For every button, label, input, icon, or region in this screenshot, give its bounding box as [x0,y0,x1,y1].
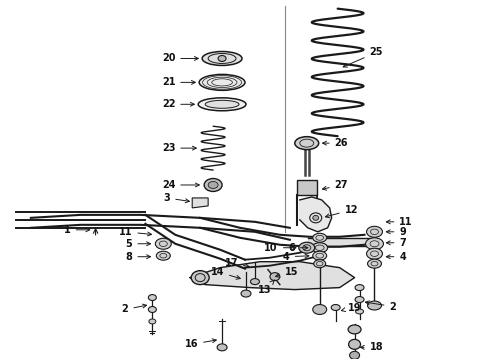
Text: 14: 14 [211,267,240,279]
Text: 7: 7 [386,238,406,248]
Ellipse shape [156,251,171,260]
Text: 1: 1 [64,225,90,235]
Text: 4: 4 [386,252,406,262]
Text: 18: 18 [361,342,383,352]
Ellipse shape [355,285,364,291]
Text: 26: 26 [322,138,348,148]
Ellipse shape [250,279,259,285]
Ellipse shape [270,273,280,280]
Text: 25: 25 [343,48,383,67]
Text: 22: 22 [162,99,195,109]
Text: 13: 13 [258,280,275,294]
Ellipse shape [367,226,383,237]
Polygon shape [190,262,355,289]
Ellipse shape [314,260,326,268]
Text: 17: 17 [224,258,249,268]
Text: 8: 8 [125,252,150,262]
Ellipse shape [295,137,319,150]
Text: 9: 9 [386,227,406,237]
Text: 2: 2 [366,301,396,311]
Ellipse shape [217,344,227,351]
Ellipse shape [331,305,340,310]
Ellipse shape [198,98,246,111]
Text: 10: 10 [265,243,296,253]
Text: 23: 23 [162,143,196,153]
Ellipse shape [191,271,209,285]
Text: 27: 27 [322,180,348,190]
Text: 2: 2 [122,304,147,315]
Ellipse shape [367,248,383,259]
Ellipse shape [312,243,328,253]
Ellipse shape [148,306,156,312]
Text: 24: 24 [162,180,199,190]
Ellipse shape [204,179,222,192]
Polygon shape [308,238,374,246]
Ellipse shape [155,238,172,249]
Text: 12: 12 [325,205,358,218]
Ellipse shape [199,75,245,90]
Text: 21: 21 [162,77,196,87]
Ellipse shape [205,100,239,108]
Ellipse shape [218,55,226,62]
Ellipse shape [241,290,251,297]
Text: 20: 20 [162,54,198,63]
Ellipse shape [368,259,382,268]
Ellipse shape [356,309,364,314]
Ellipse shape [299,242,315,253]
Polygon shape [192,198,208,208]
Text: 5: 5 [126,239,150,249]
Text: 4: 4 [283,252,309,262]
Ellipse shape [208,181,218,189]
Text: 3: 3 [164,193,189,203]
Ellipse shape [366,238,384,250]
Ellipse shape [349,351,360,359]
Bar [297,180,317,195]
Text: 19: 19 [342,302,361,312]
Ellipse shape [313,233,327,242]
Ellipse shape [313,251,327,260]
Ellipse shape [313,215,318,220]
Text: 6: 6 [288,243,308,253]
Ellipse shape [355,297,364,302]
Text: 15: 15 [275,267,298,277]
Ellipse shape [348,339,361,349]
Text: 16: 16 [185,339,216,349]
Ellipse shape [368,301,382,310]
Ellipse shape [348,325,361,334]
Ellipse shape [148,294,156,301]
Text: 11: 11 [119,227,151,237]
Polygon shape [300,197,332,232]
Text: 11: 11 [386,217,413,227]
Ellipse shape [313,305,327,315]
Ellipse shape [202,51,242,66]
Ellipse shape [149,319,156,324]
